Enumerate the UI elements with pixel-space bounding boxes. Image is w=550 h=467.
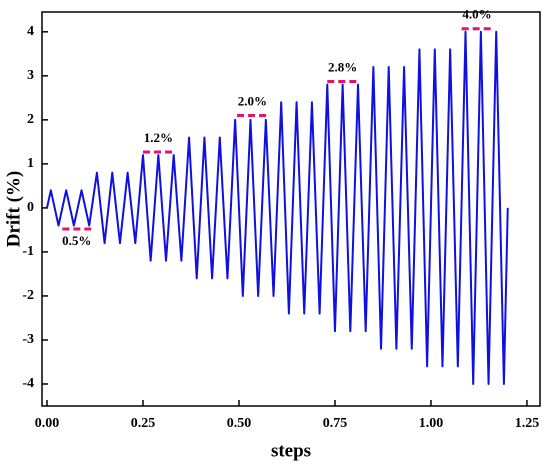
x-axis-label: steps (271, 440, 311, 461)
annotation-label: 2.8% (328, 60, 357, 75)
y-tick-label: 3 (27, 68, 34, 83)
x-tick-label: 0.00 (35, 416, 60, 431)
plot-frame (41, 11, 541, 407)
x-tick-label: 0.50 (227, 416, 252, 431)
y-tick-label: -1 (22, 244, 34, 259)
y-tick-label: 0 (27, 200, 34, 215)
y-tick-label: -4 (22, 376, 34, 391)
x-tick-label: 1.25 (515, 416, 540, 431)
x-tick-label: 1.00 (419, 416, 444, 431)
annotation-label: 0.5% (62, 233, 91, 248)
x-tick-label: 0.75 (323, 416, 348, 431)
data-line (46, 30, 509, 385)
annotation-label: 1.2% (144, 130, 173, 145)
y-tick-label: 1 (27, 156, 34, 171)
y-tick-label: -3 (22, 332, 34, 347)
y-axis-label: Drift (%) (3, 171, 24, 248)
y-tick-label: 2 (27, 112, 34, 127)
x-tick-label: 0.25 (131, 416, 156, 431)
y-tick-label: 4 (27, 24, 34, 39)
annotation-label: 4.0% (462, 7, 491, 22)
annotation-label: 2.0% (238, 93, 267, 108)
y-tick-label: -2 (22, 288, 34, 303)
